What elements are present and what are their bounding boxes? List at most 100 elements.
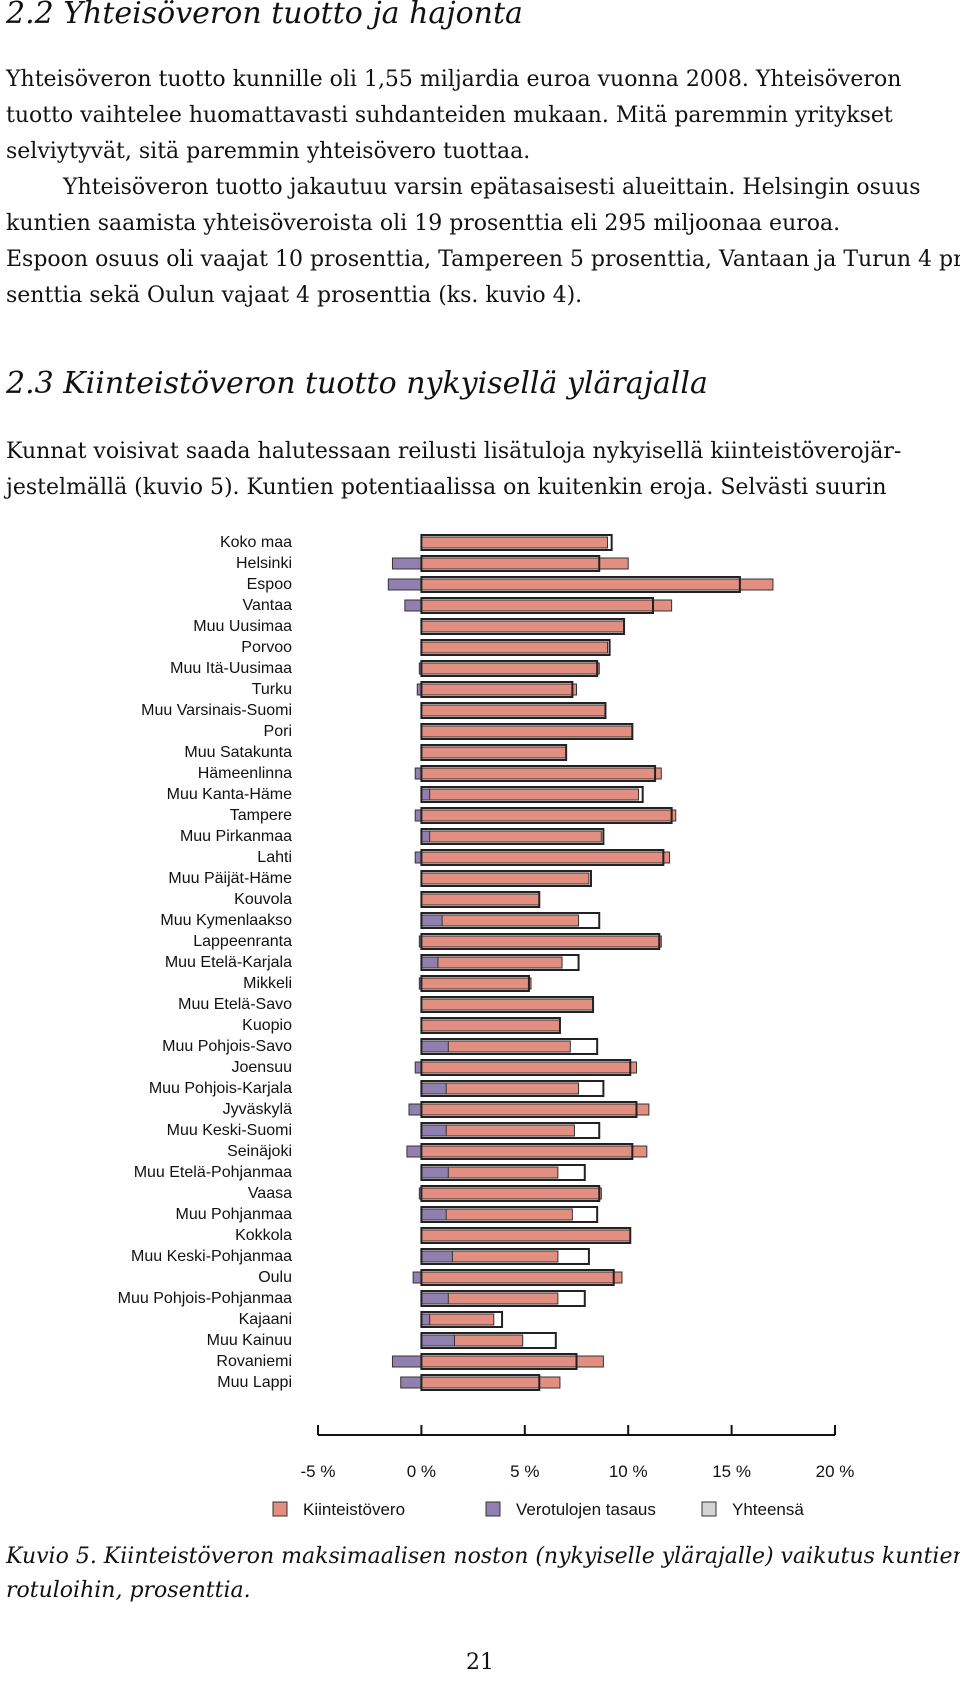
category-label: Muu Satakunta [184,744,292,761]
bar-kiinteistovero [420,578,774,591]
category-label: Koko maa [220,534,292,551]
legend-swatch [701,1501,717,1517]
bar-yhteensa [420,1269,615,1286]
bar-yhteensa [420,702,607,719]
bar-yhteensa [420,1374,541,1391]
bar-yhteensa [420,576,741,593]
category-label: Muu Pohjois-Pohjanmaa [118,1290,292,1307]
text-line: Yhteisöveron tuotto kunnille oli 1,55 mi… [6,67,902,92]
category-label: Muu Etelä-Savo [178,996,292,1013]
bar-verotulojen-tasaus [420,1334,455,1347]
bar-verotulojen-tasaus [406,1145,422,1158]
x-tick-label: 10 % [609,1462,648,1481]
bar-kiinteistovero [420,1103,650,1116]
bar-kiinteistovero [420,830,602,843]
bar-verotulojen-tasaus [420,1124,447,1137]
bar-yhteensa [420,1143,634,1160]
bar-yhteensa [420,1017,561,1034]
bar-kiinteistovero [420,662,600,675]
bar-kiinteistovero [420,1271,623,1284]
bar-kiinteistovero [420,956,563,969]
bar-verotulojen-tasaus [420,1082,447,1095]
bar-verotulojen-tasaus [387,578,422,591]
category-label: Helsinki [236,555,292,572]
text-line: kuntien saamista yhteisöveroista oli 19 … [6,211,841,236]
category-label: Pori [264,723,292,740]
category-label: Espoo [247,576,292,593]
bar-yhteensa [420,1059,632,1076]
bar-kiinteistovero [420,536,609,549]
bar-yhteensa [420,933,661,950]
bar-yhteensa [420,723,634,740]
bar-verotulojen-tasaus [420,914,443,927]
category-label: Muu Keski-Suomi [167,1122,292,1139]
bar-yhteensa [420,870,592,887]
bar-yhteensa [420,996,595,1013]
bar-kiinteistovero [420,851,671,864]
bar-kiinteistovero [420,1145,648,1158]
bar-yhteensa [420,618,626,635]
bar-yhteensa [420,1332,557,1349]
text-line: Kunnat voisivat saada halutessaan reilus… [6,439,902,464]
bar-kiinteistovero [420,1061,637,1074]
bar-kiinteistovero [420,557,629,570]
category-label: Muu Kainuu [207,1332,292,1349]
bar-kiinteistovero [420,599,673,612]
bar-kiinteistovero [420,1187,602,1200]
category-label: Vaasa [248,1185,292,1202]
bar-verotulojen-tasaus [420,1208,447,1221]
bar-yhteensa [420,849,665,866]
category-label: Muu Etelä-Karjala [165,954,292,971]
bar-verotulojen-tasaus [408,1103,422,1116]
category-label: Muu Kanta-Häme [167,786,292,803]
bar-verotulojen-tasaus [400,1376,422,1389]
bar-kiinteistovero [420,977,532,990]
text-line: Yhteisöveron tuotto jakautuu varsin epät… [63,175,921,200]
category-label: Jyväskylä [223,1101,292,1118]
bar-kiinteistovero [420,704,606,717]
legend-label: Yhteensä [732,1500,804,1519]
bar-kiinteistovero [420,935,662,948]
category-label: Muu Pohjanmaa [175,1206,292,1223]
category-label: Kouvola [234,891,292,908]
category-label: Oulu [258,1269,292,1286]
bar-kiinteistovero [420,914,580,927]
bar-yhteensa [420,597,655,614]
category-label: Muu Etelä-Pohjanmaa [134,1164,292,1181]
bar-yhteensa [420,660,599,677]
category-label: Muu Pohjois-Savo [162,1038,292,1055]
category-label: Kuopio [242,1017,292,1034]
bar-yhteensa [420,765,657,782]
category-label: Muu Keski-Pohjanmaa [131,1248,292,1265]
bar-yhteensa [420,891,541,908]
bar-verotulojen-tasaus [420,956,439,969]
bar-yhteensa [420,975,530,992]
category-label: Muu Uusimaa [193,618,292,635]
bar-verotulojen-tasaus [420,830,431,843]
x-tick-label: 15 % [712,1462,751,1481]
bar-kiinteistovero [420,746,567,759]
bar-yhteensa [420,912,601,929]
bar-verotulojen-tasaus [391,1355,422,1368]
x-tick-label: 20 % [816,1462,855,1481]
bar-kiinteistovero [420,1313,495,1326]
text-line: senttia sekä Oulun vajaat 4 prosenttia (… [6,283,583,308]
bar-kiinteistovero [420,809,677,822]
legend-swatch [272,1501,288,1517]
bar-yhteensa [420,954,580,971]
bar-verotulojen-tasaus [420,1040,449,1053]
text-line: jestelmällä (kuvio 5). Kuntien potentiaa… [6,475,887,500]
bar-yhteensa [420,1164,586,1181]
category-label: Mikkeli [243,975,292,992]
category-label: Lahti [257,849,292,866]
category-label: Rovaniemi [216,1353,292,1370]
paragraph-yhteisovero: Yhteisöveron tuotto kunnille oli 1,55 mi… [6,62,960,314]
bar-kiinteistovero [420,1229,631,1242]
category-label: Muu Varsinais-Suomi [141,702,292,719]
section-heading-2-2: 2.2 Yhteisöveron tuotto ja hajonta [6,0,523,31]
bar-verotulojen-tasaus [420,788,431,801]
bar-yhteensa [420,744,568,761]
bar-yhteensa [420,1227,632,1244]
bar-yhteensa [420,1080,605,1097]
category-label: Muu Kymenlaakso [160,912,292,929]
